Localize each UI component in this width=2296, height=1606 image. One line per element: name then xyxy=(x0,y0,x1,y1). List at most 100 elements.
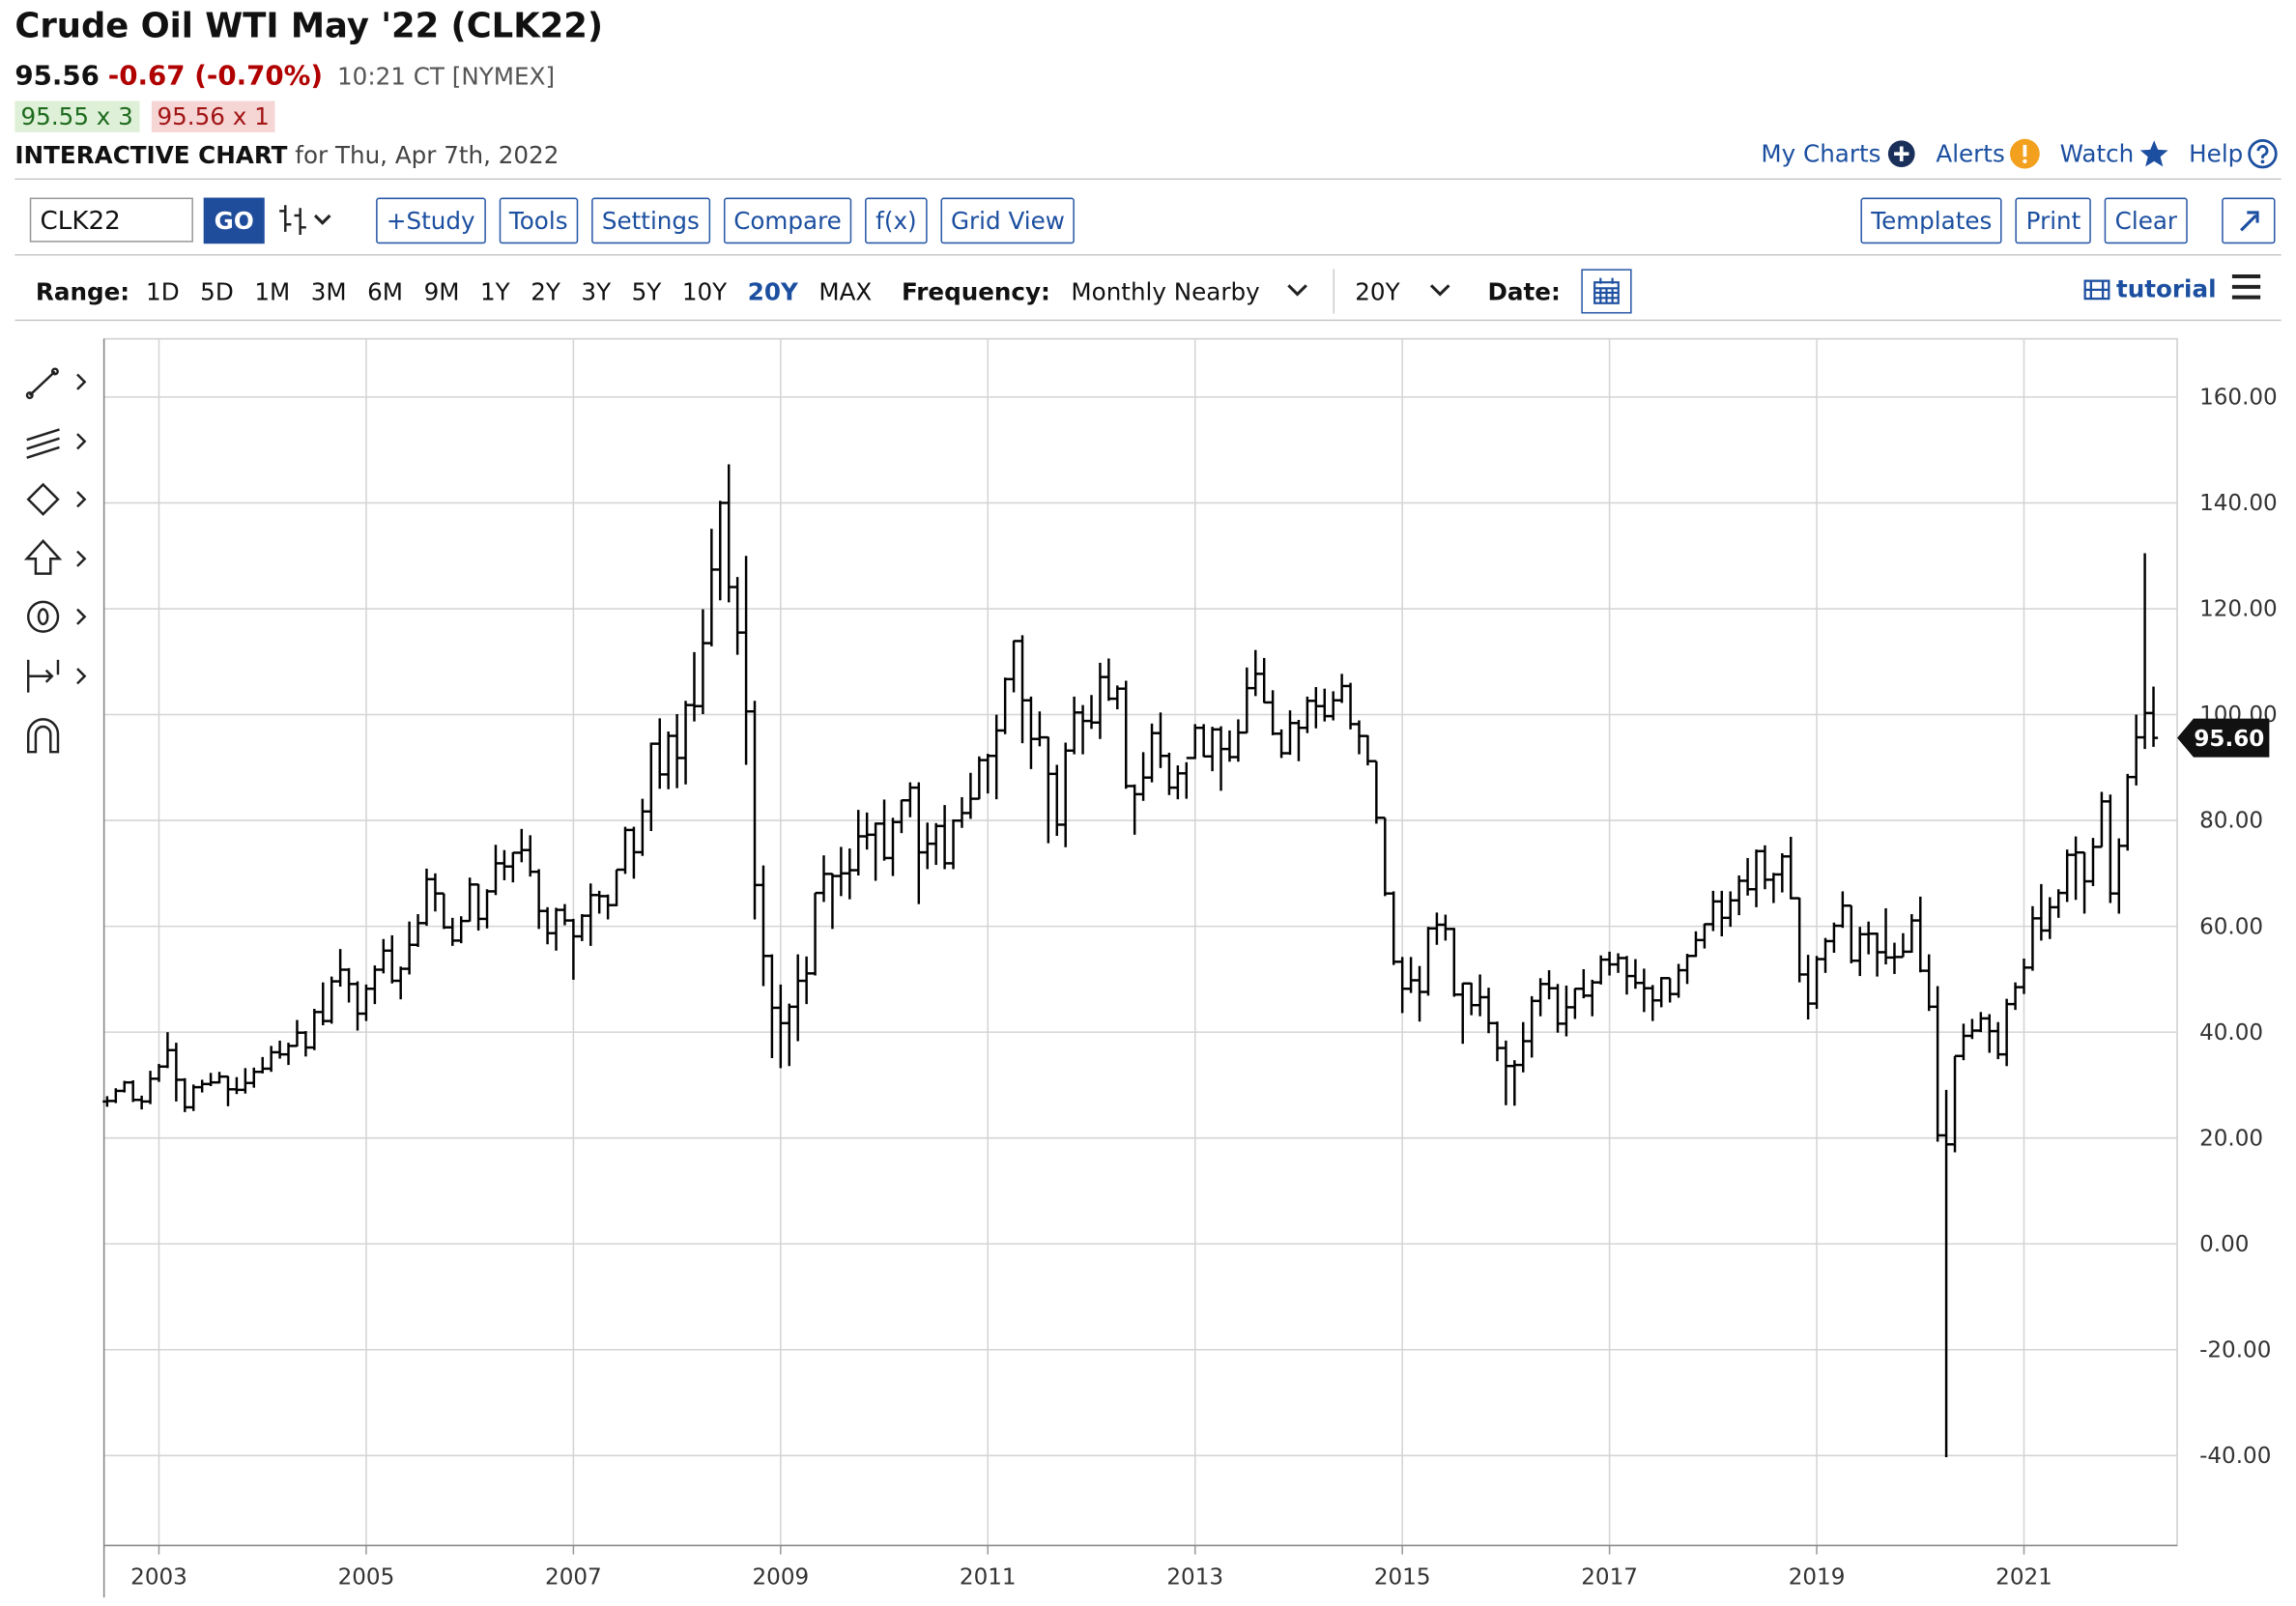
y-tick-label: -40.00 xyxy=(2199,1444,2271,1469)
last-price: 95.56 xyxy=(14,61,100,93)
header-link-icon xyxy=(2010,138,2040,169)
header-link[interactable]: Watch xyxy=(2060,138,2170,169)
expand-icon xyxy=(2240,211,2259,232)
header-link-icon xyxy=(2139,140,2168,167)
y-tick-label: 60.00 xyxy=(2199,914,2263,939)
x-tick-label: 2007 xyxy=(545,1564,602,1590)
divider xyxy=(14,178,2282,181)
arrow-tool[interactable] xyxy=(23,538,87,575)
calendar-icon xyxy=(1593,277,1620,304)
drawing-tools xyxy=(23,367,87,754)
x-tick-label: 2009 xyxy=(752,1564,809,1590)
toolbar-button[interactable]: Tools xyxy=(499,197,579,244)
toolbar-button[interactable]: Clear xyxy=(2104,197,2188,244)
toolbar-button[interactable]: Settings xyxy=(591,197,710,244)
toolbar-button[interactable]: Compare xyxy=(723,197,852,244)
shape-tool[interactable] xyxy=(26,482,87,516)
frequency-select[interactable]: Monthly Nearby xyxy=(1071,277,1311,305)
x-tick-label: 2005 xyxy=(338,1564,395,1590)
expand-button[interactable] xyxy=(2222,197,2276,244)
x-tick-label: 2017 xyxy=(1581,1564,1638,1590)
y-tick-label: 140.00 xyxy=(2199,491,2278,516)
chart-heading: INTERACTIVE CHART for Thu, Apr 7th, 2022 xyxy=(14,141,559,169)
toolbar-button[interactable]: f(x) xyxy=(865,197,928,244)
range-options: 1D 5D 1M 3M 6M 9M 1Y 2Y 3Y 5Y 10Y 20Y MAX xyxy=(146,277,872,305)
trend-line-tool[interactable] xyxy=(25,367,87,400)
date-picker[interactable] xyxy=(1581,269,1632,314)
menu-button[interactable] xyxy=(2229,272,2265,301)
range-label: Range: xyxy=(35,276,130,306)
quote-time: 10:21 CT [NYMEX] xyxy=(337,62,556,91)
toolbar-right-buttons: Templates Print Clear xyxy=(1860,197,2188,244)
fib-tool[interactable] xyxy=(26,600,87,633)
frequency-label: Frequency: xyxy=(902,276,1050,306)
divider xyxy=(14,253,2282,256)
x-tick-label: 2003 xyxy=(130,1564,187,1590)
period-value: 20Y xyxy=(1355,276,1400,306)
header-link[interactable]: Alerts xyxy=(1936,138,2040,169)
x-tick-label: 2021 xyxy=(1995,1564,2052,1590)
quote-line: 95.56 -0.67 (-0.70%) 10:21 CT [NYMEX] xyxy=(14,61,555,92)
magnet-tool[interactable] xyxy=(26,718,60,754)
header-links: My Charts Alerts Watch Help xyxy=(1761,138,2279,169)
range-option[interactable]: 3M xyxy=(310,276,347,306)
tutorial-icon xyxy=(2083,278,2110,300)
separator xyxy=(1333,269,1335,314)
bid: 95.55 x 3 xyxy=(14,100,139,132)
heading-date: for Thu, Apr 7th, 2022 xyxy=(295,141,560,170)
range-option[interactable]: 1M xyxy=(254,276,291,306)
range-option[interactable]: 5D xyxy=(200,276,234,306)
ohlc-series xyxy=(102,464,2159,1457)
range-option[interactable]: 2Y xyxy=(531,276,560,306)
range-option[interactable]: 9M xyxy=(423,276,460,306)
header-link-text: Help xyxy=(2189,139,2244,168)
heading-label: INTERACTIVE CHART xyxy=(14,141,288,170)
range-option[interactable]: 10Y xyxy=(681,276,728,306)
bid-ask: 95.55 x 3 95.56 x 1 xyxy=(14,100,275,132)
last-price-label: 95.60 xyxy=(2194,727,2264,752)
header-link[interactable]: Help xyxy=(2189,138,2279,169)
range-option[interactable]: 1Y xyxy=(479,276,510,306)
tutorial-text: tutorial xyxy=(2115,274,2217,303)
date-label: Date: xyxy=(1487,276,1561,306)
y-tick-label: 0.00 xyxy=(2199,1232,2249,1257)
plot-frame xyxy=(102,337,2178,1547)
toolbar-button[interactable]: +Study xyxy=(376,197,486,244)
x-tick-label: 2013 xyxy=(1166,1564,1223,1590)
measure-tool[interactable] xyxy=(26,659,87,693)
toolbar-button[interactable]: Print xyxy=(2015,197,2092,244)
header-link-text: My Charts xyxy=(1761,139,1881,168)
range-option[interactable]: 6M xyxy=(367,276,404,306)
chart-type-menu[interactable] xyxy=(276,202,339,238)
tutorial-link[interactable]: tutorial xyxy=(2083,274,2217,303)
range-option[interactable]: 3Y xyxy=(581,276,612,306)
go-button[interactable]: GO xyxy=(203,197,265,244)
range-option[interactable]: 1D xyxy=(146,276,180,306)
toolbar-button[interactable]: Templates xyxy=(1860,197,2003,244)
period-select[interactable]: 20Y xyxy=(1355,277,1454,305)
y-tick-label: 80.00 xyxy=(2199,809,2263,834)
ask: 95.56 x 1 xyxy=(151,100,275,132)
symbol-input[interactable]: CLK22 xyxy=(29,197,193,243)
x-tick-label: 2011 xyxy=(960,1564,1017,1590)
chevron xyxy=(1429,283,1450,296)
toolbar-buttons: +Study Tools Settings Compare f(x) Grid View xyxy=(376,197,1076,244)
divider xyxy=(14,319,2282,322)
chevron xyxy=(1286,283,1307,296)
y-tick-label: 20.00 xyxy=(2199,1126,2263,1151)
frequency-value: Monthly Nearby xyxy=(1071,276,1260,306)
y-tick-label: 40.00 xyxy=(2199,1020,2263,1046)
header-link[interactable]: My Charts xyxy=(1761,138,1916,169)
range-option[interactable]: MAX xyxy=(818,276,873,306)
last-price-tag xyxy=(2177,718,2270,758)
range-option[interactable]: 20Y xyxy=(747,276,798,306)
range-option[interactable]: 5Y xyxy=(631,276,662,306)
y-tick-label: 120.00 xyxy=(2199,597,2278,622)
y-tick-label: 160.00 xyxy=(2199,386,2278,411)
toolbar-button[interactable]: Grid View xyxy=(940,197,1076,244)
channel-tool[interactable] xyxy=(26,428,87,459)
x-tick-label: 2019 xyxy=(1789,1564,1846,1590)
grid xyxy=(102,337,2178,1547)
